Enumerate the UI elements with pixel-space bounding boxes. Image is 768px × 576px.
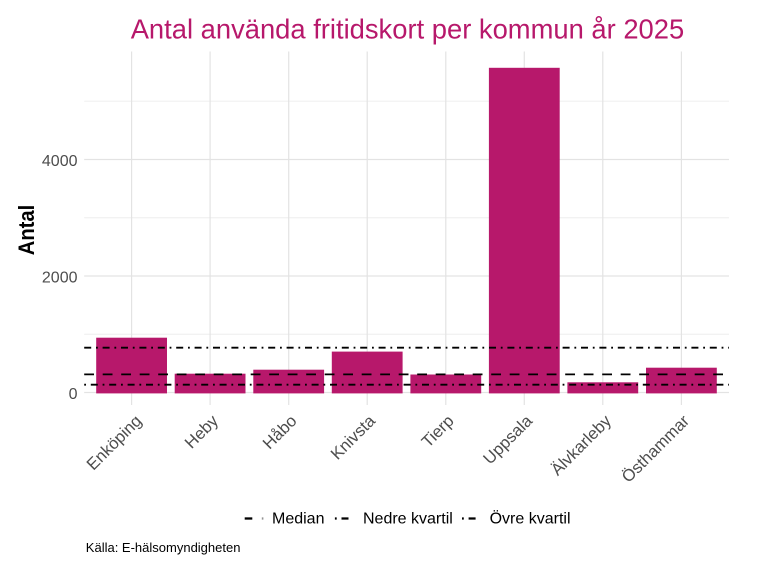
svg-text:2000: 2000 bbox=[42, 269, 78, 286]
svg-text:0: 0 bbox=[69, 386, 78, 403]
svg-text:Nedre kvartil: Nedre kvartil bbox=[363, 511, 453, 528]
svg-text:Övre kvartil: Övre kvartil bbox=[490, 510, 571, 528]
svg-text:Antal använda fritidskort per: Antal använda fritidskort per kommun år … bbox=[131, 14, 685, 45]
svg-text:Antal: Antal bbox=[14, 205, 39, 256]
svg-text:Median: Median bbox=[272, 511, 324, 528]
svg-text:Källa: E-hälsomyndigheten: Källa: E-hälsomyndigheten bbox=[86, 540, 241, 555]
svg-text:4000: 4000 bbox=[42, 153, 78, 170]
